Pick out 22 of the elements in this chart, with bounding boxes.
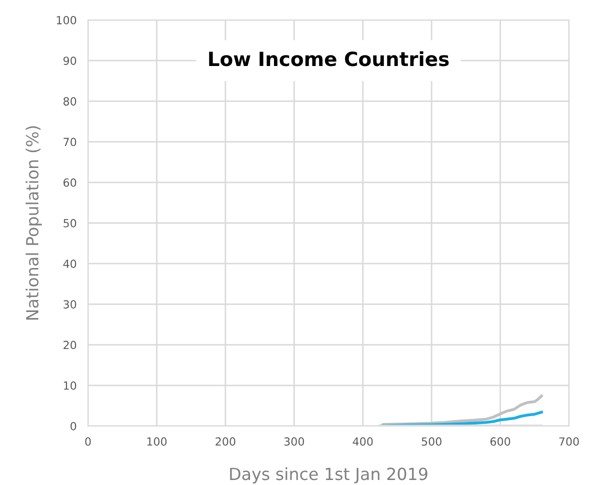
- y-tick-label: 50: [64, 218, 76, 228]
- x-tick-label: 100: [147, 437, 167, 446]
- x-tick-label: 400: [352, 437, 373, 446]
- y-axis-title: National Population (%): [26, 126, 42, 320]
- x-tick-label: 700: [559, 437, 579, 446]
- x-tick-label: 200: [216, 437, 236, 446]
- y-tick-label: 70: [64, 138, 76, 146]
- y-tick-label: 80: [64, 97, 76, 106]
- y-tick-label: 10: [64, 381, 76, 390]
- y-tick-label: 40: [63, 260, 76, 268]
- x-tick-label: 500: [422, 437, 442, 446]
- y-tick-label: 100: [56, 16, 76, 24]
- y-tick-label: 20: [64, 340, 76, 350]
- x-tick-label: 0: [85, 437, 91, 446]
- y-tick-label: 30: [64, 300, 76, 309]
- text: Low Income Countries: [209, 51, 449, 66]
- y-tick-label: 0: [70, 422, 76, 430]
- y-tick-label: 60: [64, 178, 76, 187]
- x-axis-title: Days since 1st Jan 2019: [230, 467, 428, 484]
- y-tick-label: 90: [63, 56, 76, 65]
- x-tick-label: 600: [490, 437, 510, 446]
- x-tick-label: 300: [284, 437, 304, 446]
